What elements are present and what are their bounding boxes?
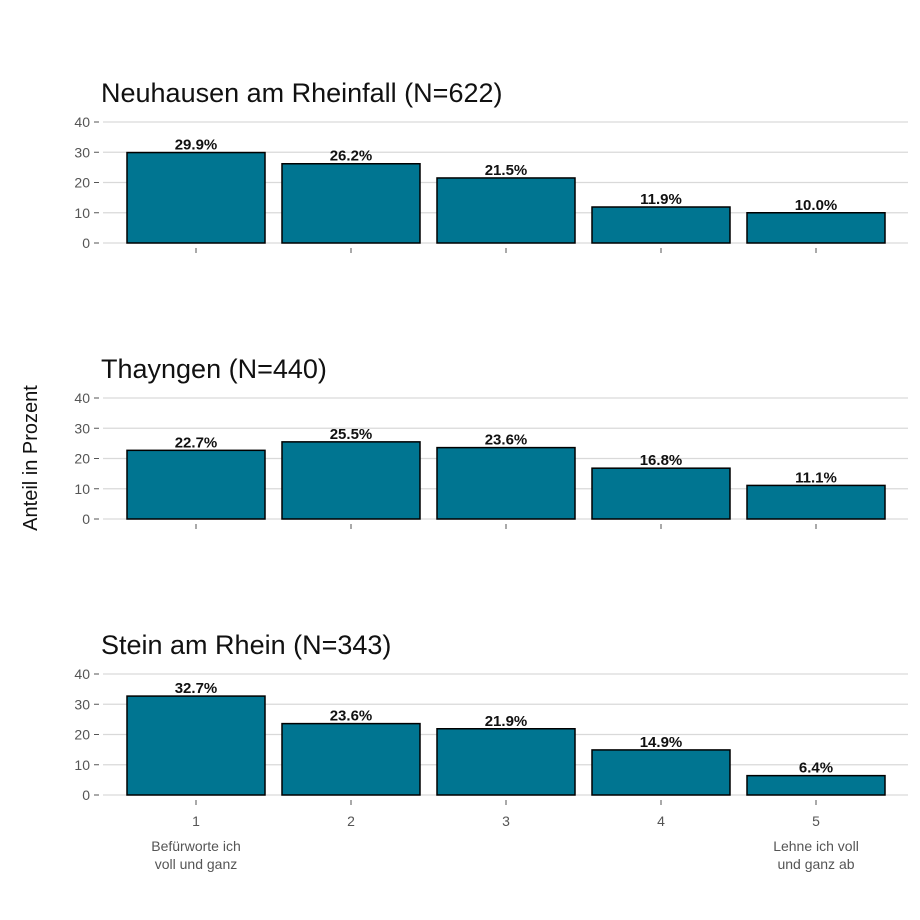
y-tick-label: 0 xyxy=(82,235,90,251)
value-label: 11.9% xyxy=(640,191,682,208)
value-label: 32.7% xyxy=(175,680,218,697)
value-label: 29.9% xyxy=(175,137,218,154)
y-tick-label: 40 xyxy=(74,114,90,130)
value-label: 23.6% xyxy=(330,708,373,725)
y-axis-title: Anteil in Prozent xyxy=(20,385,42,531)
value-label: 21.5% xyxy=(485,162,528,179)
panel-2: Thayngen (N=440) 0 10 20 30 40 22.7% 25.5% 23.6%… xyxy=(74,354,908,529)
bar xyxy=(436,728,576,796)
y-tick-label: 20 xyxy=(74,727,90,743)
bar xyxy=(436,446,576,520)
bar xyxy=(591,749,731,796)
y-tick-label: 0 xyxy=(82,787,90,803)
x-tick-label: 5 xyxy=(812,813,820,829)
bar xyxy=(436,177,576,244)
panel-3: Stein am Rhein (N=343) 0 10 20 30 40 32.7% 23.6… xyxy=(74,630,908,872)
y-tick-label: 30 xyxy=(74,696,90,712)
bar xyxy=(126,151,266,244)
bar xyxy=(281,162,421,244)
x-category-description: und ganz ab xyxy=(777,856,854,872)
y-tick-label: 20 xyxy=(74,175,90,191)
y-tick-label: 40 xyxy=(74,666,90,682)
bar xyxy=(591,467,731,520)
bar xyxy=(746,484,886,520)
bar xyxy=(591,206,731,244)
y-tick-label: 30 xyxy=(74,420,90,436)
panel-title: Stein am Rhein (N=343) xyxy=(101,630,391,660)
y-tick-label: 30 xyxy=(74,144,90,160)
bar xyxy=(126,695,266,796)
x-tick-label: 1 xyxy=(192,813,200,829)
value-label: 11.1% xyxy=(795,469,837,486)
value-label: 22.7% xyxy=(175,434,218,451)
y-tick-label: 0 xyxy=(82,511,90,527)
panel-1: Neuhausen am Rheinfall (N=622) 0 10 20 30 40 2… xyxy=(74,78,908,253)
panel-title: Thayngen (N=440) xyxy=(101,354,327,384)
y-tick-label: 40 xyxy=(74,390,90,406)
x-category-description: Lehne ich voll xyxy=(773,838,859,854)
value-label: 21.9% xyxy=(485,713,528,730)
bar xyxy=(281,441,421,520)
value-label: 6.4% xyxy=(799,760,833,777)
y-tick-label: 10 xyxy=(74,205,90,221)
bar xyxy=(746,212,886,244)
value-label: 26.2% xyxy=(330,148,373,165)
x-tick-label: 2 xyxy=(347,813,355,829)
x-category-description: Befürworte ich xyxy=(151,838,240,854)
x-tick-label: 4 xyxy=(657,813,665,829)
value-label: 16.8% xyxy=(640,452,683,469)
x-category-description: voll und ganz xyxy=(155,856,238,872)
value-label: 25.5% xyxy=(330,426,373,443)
y-tick-label: 20 xyxy=(74,451,90,467)
y-tick-label: 10 xyxy=(74,757,90,773)
panels: Neuhausen am Rheinfall (N=622)0102030402… xyxy=(74,78,908,872)
x-tick-label: 3 xyxy=(502,813,510,829)
y-tick-label: 10 xyxy=(74,481,90,497)
value-label: 23.6% xyxy=(485,432,528,449)
value-label: 14.9% xyxy=(640,734,683,751)
bar xyxy=(281,722,421,796)
value-label: 10.0% xyxy=(795,197,838,214)
bar xyxy=(126,449,266,520)
panel-title: Neuhausen am Rheinfall (N=622) xyxy=(101,78,502,108)
bar xyxy=(746,774,886,796)
